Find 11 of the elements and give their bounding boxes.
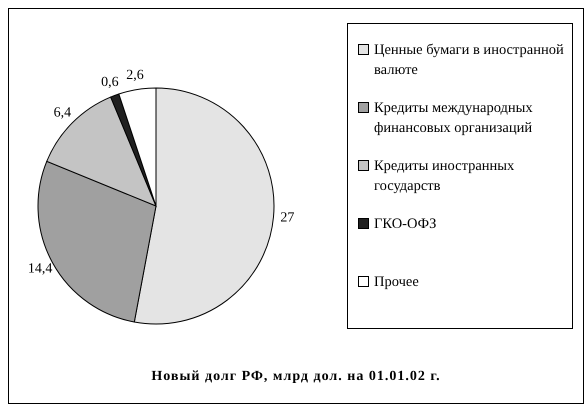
legend-label: Прочее	[374, 273, 419, 292]
data-label: 27	[280, 210, 294, 226]
data-label: 14,4	[28, 262, 52, 277]
legend-label: ГКО-ОФЗ	[374, 215, 436, 234]
data-label: 0,6	[101, 74, 119, 90]
text: Новый долг РФ, млрд дол. на 01.01.02 г.	[150, 369, 442, 385]
legend-label: Ценные бумаги в иностранной валюте	[374, 41, 565, 80]
data-label: 2,6	[126, 68, 144, 84]
data-label: 6,4	[54, 105, 72, 120]
legend-label: Кредиты иностранных государств	[374, 157, 516, 196]
legend-label: Кредиты международных финансовых организаций	[374, 99, 534, 138]
